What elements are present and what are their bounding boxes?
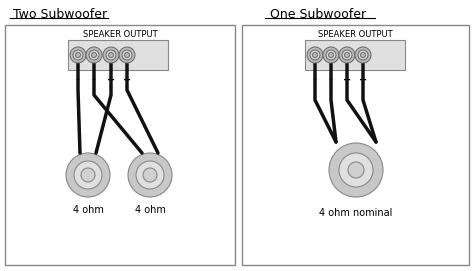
Circle shape <box>312 53 318 57</box>
Text: 4 ohm nominal: 4 ohm nominal <box>319 208 392 218</box>
Circle shape <box>339 47 355 63</box>
Text: One Subwoofer: One Subwoofer <box>270 8 366 21</box>
Circle shape <box>66 153 110 197</box>
Circle shape <box>125 53 129 57</box>
Circle shape <box>89 50 99 60</box>
Circle shape <box>361 53 365 57</box>
Circle shape <box>86 47 102 63</box>
Circle shape <box>122 50 132 60</box>
Circle shape <box>81 168 95 182</box>
Circle shape <box>348 162 364 178</box>
Circle shape <box>307 47 323 63</box>
Text: Two Subwoofer: Two Subwoofer <box>13 8 107 21</box>
Circle shape <box>310 50 320 60</box>
Circle shape <box>342 50 352 60</box>
FancyBboxPatch shape <box>5 25 235 265</box>
Text: -: - <box>92 75 96 85</box>
Circle shape <box>358 50 368 60</box>
Circle shape <box>91 53 97 57</box>
Text: SPEAKER OUTPUT: SPEAKER OUTPUT <box>318 30 392 39</box>
Text: -: - <box>329 75 333 85</box>
Circle shape <box>75 53 81 57</box>
Circle shape <box>339 153 373 187</box>
Text: +: + <box>123 75 131 85</box>
Circle shape <box>136 161 164 189</box>
Circle shape <box>355 47 371 63</box>
FancyBboxPatch shape <box>68 40 168 70</box>
Circle shape <box>143 168 157 182</box>
Circle shape <box>345 53 349 57</box>
Circle shape <box>106 50 116 60</box>
Text: 4 ohm: 4 ohm <box>73 205 103 215</box>
Circle shape <box>109 53 113 57</box>
Circle shape <box>119 47 135 63</box>
Text: 4 ohm: 4 ohm <box>135 205 165 215</box>
Text: +: + <box>359 75 367 85</box>
Circle shape <box>323 47 339 63</box>
Circle shape <box>74 161 102 189</box>
Text: -: - <box>76 75 80 85</box>
Text: +: + <box>343 75 351 85</box>
Circle shape <box>328 53 334 57</box>
Circle shape <box>103 47 119 63</box>
Circle shape <box>329 143 383 197</box>
Text: +: + <box>107 75 115 85</box>
Circle shape <box>70 47 86 63</box>
Circle shape <box>73 50 83 60</box>
Circle shape <box>326 50 336 60</box>
Text: SPEAKER OUTPUT: SPEAKER OUTPUT <box>82 30 157 39</box>
Text: -: - <box>313 75 317 85</box>
Circle shape <box>128 153 172 197</box>
FancyBboxPatch shape <box>305 40 405 70</box>
FancyBboxPatch shape <box>242 25 469 265</box>
